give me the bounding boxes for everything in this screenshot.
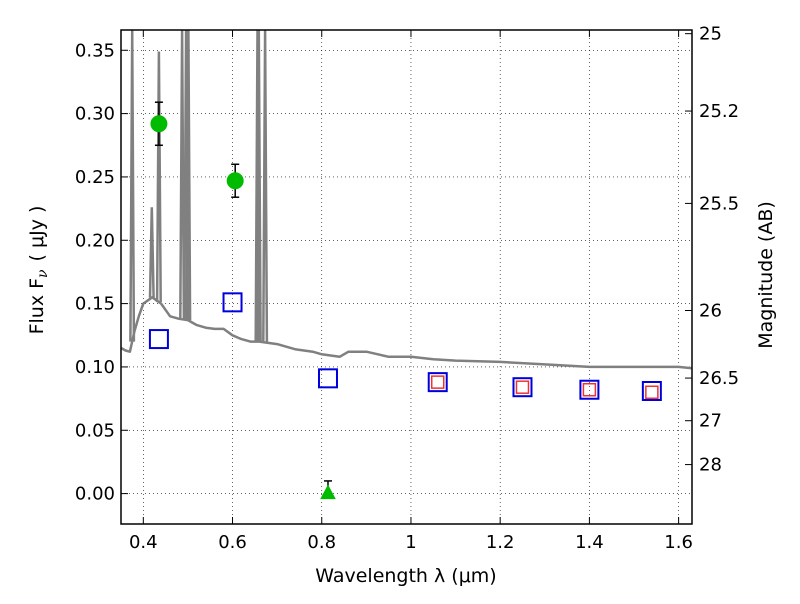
plot-frame	[120, 29, 693, 525]
x-tick-label: 0.4	[129, 532, 158, 553]
spectrum-emission-line	[185, 30, 192, 321]
spectrum-emission-line	[179, 30, 186, 320]
y-tick-label: 0.10	[75, 357, 115, 378]
x-tick-label: 1.4	[575, 532, 604, 553]
spectrum-emission-line	[155, 51, 162, 303]
mag-tick-label: 27	[699, 411, 722, 432]
spectrum-emission-line	[129, 30, 136, 342]
y-tick-label: 0.30	[75, 104, 115, 125]
y-tick-label: 0.15	[75, 294, 115, 315]
model-photometry-point	[512, 377, 533, 398]
x-axis-title: Wavelength λ (μm)	[315, 565, 496, 587]
ticks: 0.4 0.6 0.8 1 1.2 1.4 1.6 0.00 0.05 0.10 0.15 0.20 0…	[75, 24, 739, 553]
observed-photometry-point	[430, 375, 445, 389]
plot-data	[121, 30, 692, 500]
spectrum-emission-line	[262, 30, 269, 343]
grid	[121, 30, 692, 524]
model-photometry-point	[222, 292, 243, 313]
y-tick-label: 0.05	[75, 420, 115, 441]
model-photometry-point	[317, 368, 338, 389]
detection-point	[150, 115, 168, 133]
model-photometry-point	[579, 379, 600, 400]
x-tick-label: 1.2	[486, 532, 515, 553]
mag-tick-label: 28	[699, 455, 722, 476]
x-tick-label: 1	[405, 532, 416, 553]
mag-tick-label: 25	[699, 24, 722, 45]
spectrum-emission-line	[148, 207, 155, 298]
y-tick-label: 0.20	[75, 230, 115, 251]
mag-tick-label: 26	[699, 300, 722, 321]
x-tick-label: 0.8	[307, 532, 336, 553]
observed-photometry-point	[515, 380, 530, 394]
y2-axis-title: Magnitude (AB)	[755, 201, 777, 349]
observed-photometry-point	[645, 385, 659, 400]
spectrum-continuum	[121, 296, 692, 370]
upper-limit-triangle	[320, 484, 336, 500]
mag-tick-label: 26.5	[699, 368, 739, 389]
y-tick-label: 0.00	[75, 484, 115, 505]
mag-tick-label: 25.2	[699, 101, 739, 122]
model-photometry-point	[641, 381, 662, 401]
spectrum-emission-line	[255, 30, 262, 342]
observed-photometry-point	[582, 382, 597, 397]
detection-point	[226, 172, 244, 190]
y-axis-title-main: Flux F	[26, 278, 48, 334]
y-tick-label: 0.35	[75, 40, 115, 61]
y-tick-label: 0.25	[75, 167, 115, 188]
model-photometry-point	[148, 329, 169, 350]
model-photometry-point	[427, 372, 448, 393]
y-axis-title: Flux Fν ( μJy )	[26, 206, 51, 335]
y-axis-title-subscript: ν	[35, 269, 51, 278]
x-tick-label: 0.6	[218, 532, 247, 553]
mag-tick-label: 25.5	[699, 193, 739, 214]
x-tick-label: 1.6	[664, 532, 693, 553]
y-axis-title-unit: ( μJy )	[26, 206, 48, 262]
